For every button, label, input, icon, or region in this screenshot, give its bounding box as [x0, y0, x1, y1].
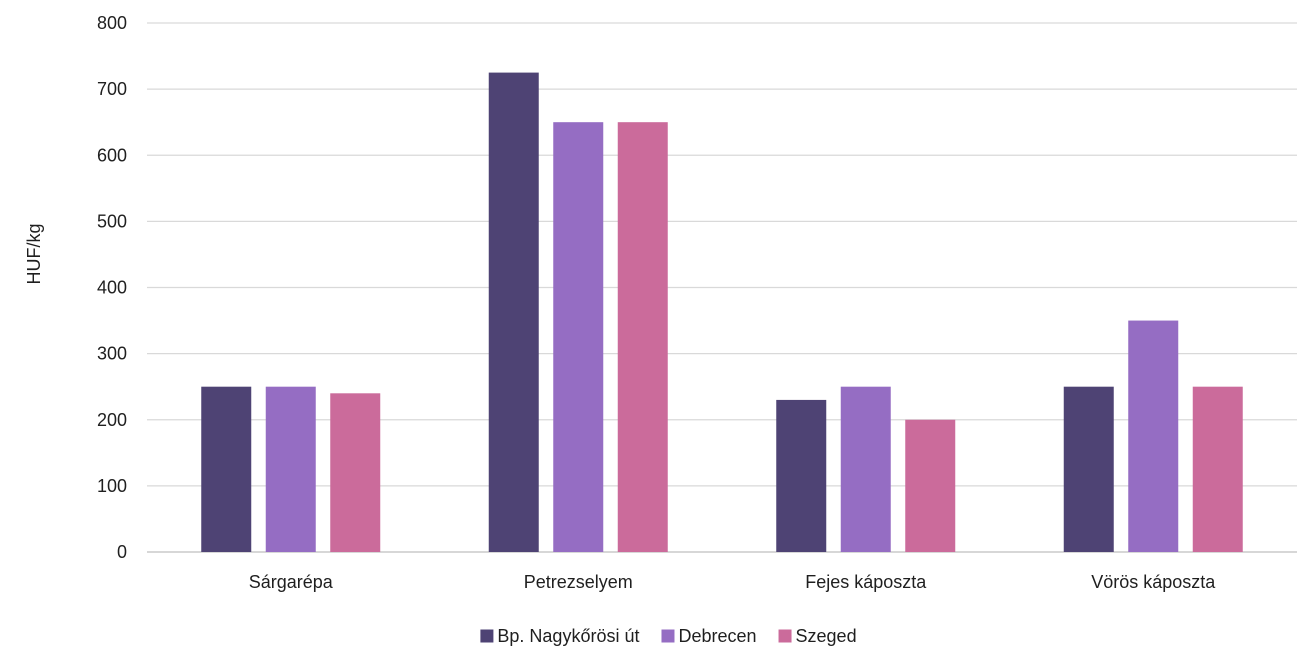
x-category-label: Fejes káposzta — [805, 572, 927, 592]
x-category-label: Sárgarépa — [249, 572, 334, 592]
y-tick-label: 600 — [97, 145, 127, 165]
bar-series — [201, 72, 1243, 552]
bar — [265, 386, 316, 552]
legend-label: Szeged — [796, 626, 857, 646]
bar — [840, 386, 891, 552]
legend: Bp. Nagykőrösi út Debrecen Szeged — [480, 626, 857, 646]
legend-label: Debrecen — [678, 626, 756, 646]
y-axis-tick-labels: 0 100 200 300 400 500 600 700 800 — [97, 13, 127, 562]
bar — [776, 399, 827, 552]
y-axis-title: HUF/kg — [24, 223, 44, 284]
bar — [1063, 386, 1114, 552]
bar — [330, 393, 381, 552]
y-tick-label: 800 — [97, 13, 127, 33]
bar — [1192, 386, 1243, 552]
bar — [1128, 320, 1179, 552]
y-tick-label: 300 — [97, 344, 127, 364]
bar — [905, 419, 956, 552]
legend-swatch — [480, 629, 494, 643]
gridlines — [147, 22, 1297, 553]
bar — [553, 122, 604, 552]
bar — [488, 72, 539, 552]
y-tick-label: 700 — [97, 79, 127, 99]
bar — [201, 386, 252, 552]
bar — [617, 122, 668, 552]
legend-label: Bp. Nagykőrösi út — [497, 626, 639, 646]
legend-swatch — [778, 629, 792, 643]
y-tick-label: 100 — [97, 476, 127, 496]
x-category-label: Petrezselyem — [524, 572, 633, 592]
legend-swatch — [661, 629, 675, 643]
y-tick-label: 0 — [117, 542, 127, 562]
x-axis-category-labels: Sárgarépa Petrezselyem Fejes káposzta Vörös… — [249, 572, 1217, 592]
y-tick-label: 200 — [97, 410, 127, 430]
y-tick-label: 400 — [97, 278, 127, 298]
y-tick-label: 500 — [97, 211, 127, 231]
x-category-label: Vörös káposzta — [1091, 572, 1216, 592]
